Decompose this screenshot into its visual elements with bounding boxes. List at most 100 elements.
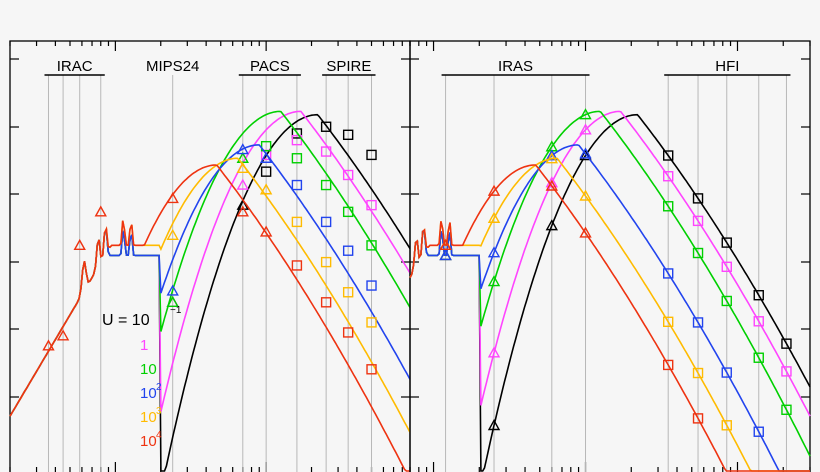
data-marker — [166, 295, 179, 307]
data-marker — [753, 290, 764, 301]
data-marker — [291, 260, 303, 271]
data-marker — [545, 152, 558, 164]
data-marker — [260, 140, 272, 152]
data-marker — [366, 317, 377, 328]
data-marker — [236, 198, 249, 210]
data-marker — [342, 287, 354, 298]
legend-prefix: U = 10 — [102, 312, 150, 329]
data-marker — [579, 149, 592, 161]
legend-item: 10 — [140, 385, 157, 402]
data-marker — [692, 317, 704, 328]
legend-item: 10 — [140, 361, 157, 378]
data-marker — [753, 316, 764, 327]
data-marker — [692, 367, 704, 379]
data-marker — [236, 161, 249, 173]
data-marker — [721, 367, 732, 378]
data-marker — [366, 149, 377, 161]
data-marker — [662, 268, 674, 279]
data-marker — [166, 284, 179, 296]
data-marker — [320, 216, 332, 228]
data-marker — [487, 211, 501, 223]
legend-item-exp: 3 — [156, 406, 162, 417]
data-marker — [291, 134, 303, 146]
data-marker — [166, 192, 179, 204]
data-marker — [662, 316, 674, 328]
data-marker — [579, 123, 592, 135]
data-marker — [487, 275, 501, 287]
data-marker — [342, 169, 354, 181]
data-marker — [662, 201, 674, 212]
data-marker — [781, 338, 792, 349]
data-marker — [320, 297, 332, 308]
data-marker — [259, 183, 273, 195]
data-marker — [342, 327, 354, 338]
left-panel: IRAC MIPS24 PACS SPIRE — [9, 40, 411, 472]
data-marker — [721, 295, 732, 307]
data-marker — [342, 129, 354, 141]
data-marker — [662, 150, 674, 161]
data-marker — [692, 413, 704, 424]
legend-item-exp: 2 — [156, 382, 162, 393]
series-line-5 — [409, 164, 810, 472]
data-marker — [692, 215, 704, 227]
data-marker — [781, 366, 792, 377]
data-marker — [342, 245, 354, 256]
data-marker — [721, 261, 732, 272]
data-marker — [545, 149, 558, 161]
data-marker — [320, 121, 332, 132]
data-marker — [73, 238, 86, 251]
data-marker — [721, 420, 732, 431]
plot-frame — [409, 40, 811, 472]
data-marker — [721, 237, 732, 248]
data-marker — [579, 189, 592, 201]
data-marker — [692, 247, 704, 259]
data-marker — [259, 151, 273, 163]
data-marker — [487, 246, 501, 258]
data-marker — [366, 280, 377, 291]
data-marker — [487, 184, 501, 196]
data-marker — [260, 166, 272, 177]
data-marker — [545, 219, 558, 231]
data-marker — [366, 364, 377, 375]
data-marker — [166, 228, 179, 240]
data-marker — [42, 339, 55, 351]
data-marker — [236, 143, 249, 155]
band-label: MIPS24 — [146, 58, 199, 75]
data-marker — [439, 238, 452, 251]
data-marker — [94, 205, 107, 217]
data-marker — [579, 147, 592, 159]
data-marker — [781, 404, 792, 415]
data-marker — [320, 146, 332, 157]
data-marker — [439, 248, 452, 261]
legend-prefix-exp: −1 — [170, 305, 182, 316]
legend-item-exp: 4 — [156, 430, 162, 441]
data-marker — [487, 346, 501, 358]
series-line-5 — [9, 164, 410, 472]
data-marker — [291, 153, 303, 164]
data-marker — [692, 193, 704, 204]
series-line-4 — [409, 157, 810, 472]
band-label: PACS — [250, 58, 290, 75]
series-line-3 — [409, 144, 810, 472]
data-marker — [662, 171, 674, 182]
data-marker — [291, 128, 303, 139]
legend-item: 10 — [140, 433, 157, 450]
data-marker — [545, 179, 558, 191]
data-marker — [662, 359, 674, 371]
data-marker — [259, 225, 273, 237]
band-label: SPIRE — [326, 58, 371, 75]
band-label: HFI — [715, 58, 739, 75]
data-marker — [579, 108, 592, 120]
data-marker — [753, 352, 764, 363]
data-marker — [366, 240, 377, 251]
data-marker — [56, 329, 70, 341]
legend-item: 1 — [140, 337, 148, 354]
data-marker — [291, 216, 303, 228]
data-marker — [579, 226, 592, 238]
data-marker — [236, 178, 249, 190]
data-marker — [753, 426, 764, 437]
data-marker — [291, 179, 303, 191]
data-marker — [236, 205, 249, 217]
